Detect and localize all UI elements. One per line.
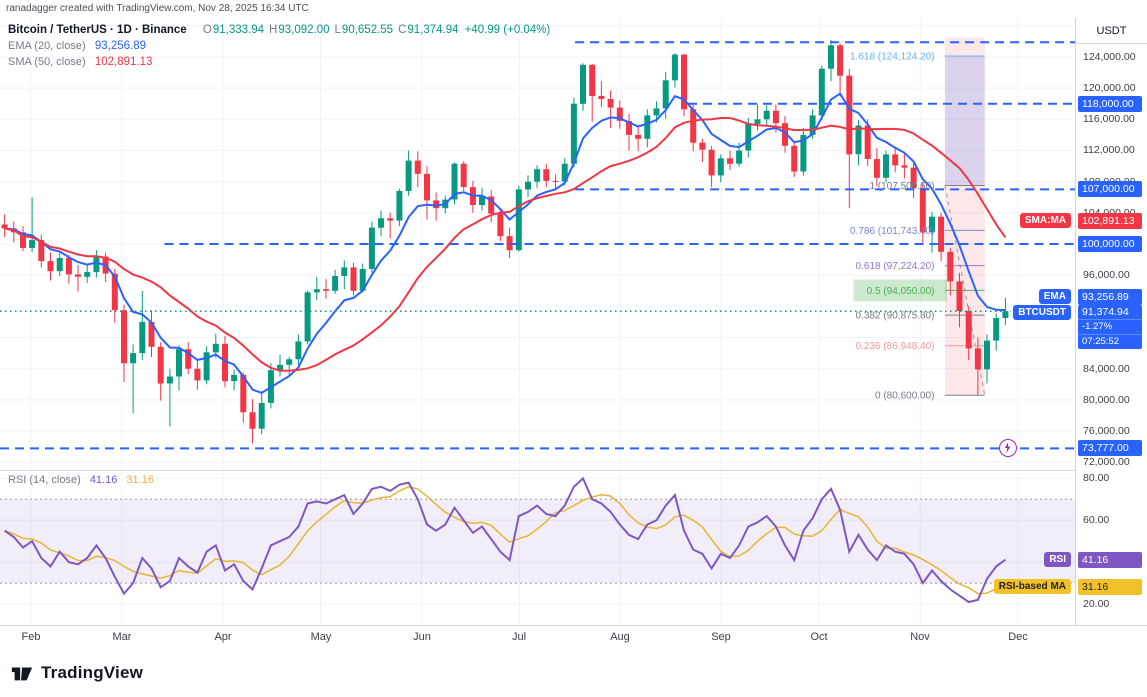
ohlc-change: +40.99 (+0.04%) (464, 24, 551, 36)
pane-divider[interactable] (0, 470, 1147, 471)
price-tick: 80,000.00 (1083, 394, 1130, 406)
fib-labels: 1.618 (124,124.20) 1 (107,500.60) 0.786 (1… (850, 52, 935, 402)
price-badge: 107,000.00 (1078, 181, 1142, 197)
time-label: Jun (413, 631, 431, 643)
rsi-tick: 60.00 (1083, 514, 1110, 526)
ohlc-key: L (334, 24, 341, 36)
svg-text:0.786 (101,743.40): 0.786 (101,743.40) (850, 226, 935, 237)
sma50-line[interactable] (4, 117, 1007, 372)
flash-drawing-icon[interactable] (999, 439, 1017, 457)
svg-text:0 (80,600.00): 0 (80,600.00) (875, 391, 935, 402)
rsi-line[interactable] (4, 476, 1006, 604)
horizontal-level-lines[interactable] (0, 41, 1075, 450)
time-label: Sep (711, 631, 731, 643)
ohlc-key: H (269, 24, 278, 36)
time-axis[interactable]: Feb Mar Apr May Jun Jul Aug Sep Oct Nov Dec (0, 625, 1147, 648)
ohlc-value: 91,374.94 (407, 24, 459, 36)
price-badge: 100,000.00 (1078, 236, 1142, 252)
symbol-last-price: 91,374.94 (1082, 306, 1129, 318)
ohlc-value: 90,652.55 (341, 24, 394, 36)
attribution-text: ranadagger created with TradingView.com,… (6, 3, 309, 14)
symbol-change-percent: -1.27% (1078, 319, 1142, 334)
price-badge: 93,256.89 (1078, 289, 1142, 305)
price-tick: 76,000.00 (1083, 425, 1130, 437)
time-label: Jul (511, 631, 527, 643)
rsi-band-fill (0, 499, 1075, 584)
rsi-legend-row[interactable]: RSI (14, close) 41.16 31.16 (8, 474, 154, 486)
price-tick: 96,000.00 (1083, 269, 1130, 281)
svg-text:1.618 (124,124.20): 1.618 (124,124.20) (850, 52, 935, 63)
indicator-pill: SMA:MA (1019, 213, 1071, 228)
bar-countdown: 07:25:52 (1078, 334, 1142, 349)
ohlc-key: C (398, 24, 407, 36)
indicator-pill: EMA (1038, 289, 1071, 304)
lightning-icon (1005, 442, 1011, 453)
chart-legend: Bitcoin / TetherUS · 1D · Binance O91,33… (8, 23, 550, 71)
ohlc-value: 91,333.94 (212, 24, 265, 36)
ema-indicator-name: EMA (20, close) (8, 40, 86, 52)
rsi-indicator-name: RSI (14, close) (8, 474, 81, 486)
candles (1, 39, 1009, 444)
rsi-tick: 20.00 (1083, 598, 1110, 610)
price-tick: 116,000.00 (1083, 113, 1135, 125)
time-label: Mar (112, 631, 132, 643)
svg-text:0.236 (86,948.40): 0.236 (86,948.40) (856, 341, 935, 352)
price-tick: 84,000.00 (1083, 363, 1130, 375)
footer-bar: TradingView (0, 648, 1147, 697)
ema20-line[interactable] (4, 92, 1006, 395)
price-badge: 102,891.13 (1078, 213, 1142, 229)
svg-text:1 (107,500.60): 1 (107,500.60) (869, 181, 934, 192)
chart-plot[interactable]: 1.618 (124,124.20) 1 (107,500.60) 0.786 (1… (0, 18, 1075, 648)
symbol-price-badge: 91,374.94 -1.27% 07:25:52 (1078, 305, 1142, 349)
time-label: May (310, 631, 332, 643)
indicator-pill: RSI-based MA (993, 579, 1071, 594)
symbol-legend-row[interactable]: Bitcoin / TetherUS · 1D · Binance O91,33… (8, 23, 550, 38)
rsi-pane[interactable] (0, 470, 1075, 625)
sma-indicator-value: 102,891.13 (94, 56, 153, 68)
price-tick: 72,000.00 (1083, 456, 1130, 468)
rsi-grid (0, 470, 1075, 625)
price-scale-unit[interactable]: USDT (1076, 18, 1147, 44)
price-scale[interactable]: USDT 124,000.00 120,000.00 116,000.00 112,0… (1075, 18, 1147, 625)
sma-indicator-name: SMA (50, close) (8, 56, 86, 68)
time-label: Oct (810, 631, 828, 643)
candlestick-pane[interactable]: 1.618 (124,124.20) 1 (107,500.60) 0.786 (1… (0, 18, 1075, 470)
svg-text:0.5 (94,050.00): 0.5 (94,050.00) (867, 286, 935, 297)
symbol-title[interactable]: Bitcoin / TetherUS · 1D · Binance (8, 24, 187, 36)
price-badge: 118,000.00 (1078, 96, 1142, 112)
tradingview-logo-icon (11, 666, 33, 680)
rsi-tick: 80.00 (1083, 472, 1110, 484)
ema-indicator-value: 93,256.89 (94, 40, 147, 52)
price-tick: 112,000.00 (1083, 144, 1135, 156)
fib-05-band (853, 279, 948, 302)
time-label: Aug (610, 631, 630, 643)
chart-area: 1.618 (124,124.20) 1 (107,500.60) 0.786 (1… (0, 18, 1147, 648)
ema-legend-row[interactable]: EMA (20, close) 93,256.89 (8, 39, 550, 54)
ohlc-key: O (202, 24, 212, 36)
price-tick: 120,000.00 (1083, 82, 1136, 94)
sma-legend-row[interactable]: SMA (50, close) 102,891.13 (8, 55, 550, 70)
ohlc-value: 93,092.00 (278, 24, 330, 36)
time-label: Feb (21, 631, 41, 643)
svg-text:0.618 (97,224.20): 0.618 (97,224.20) (856, 261, 935, 272)
rsi-indicator-value: 41.16 (89, 474, 118, 486)
rsi-ma-indicator-value: 31.16 (126, 474, 154, 486)
grid (0, 18, 1075, 470)
price-badge: 73,777.00 (1078, 440, 1142, 456)
rsi-badge: 31.16 (1078, 579, 1142, 595)
indicator-pill: RSI (1044, 552, 1071, 567)
time-label: Dec (1008, 631, 1028, 643)
rsi-badge: 41.16 (1078, 552, 1142, 568)
tradingview-brand-text: TradingView (41, 662, 144, 682)
indicator-pill: BTCUSDT (1013, 305, 1071, 320)
highlight-band (944, 37, 985, 396)
time-label: Nov (910, 631, 930, 643)
time-label: Apr (214, 631, 232, 643)
price-tick: 124,000.00 (1083, 51, 1136, 63)
svg-text:0.382 (90,875.80): 0.382 (90,875.80) (856, 311, 935, 322)
